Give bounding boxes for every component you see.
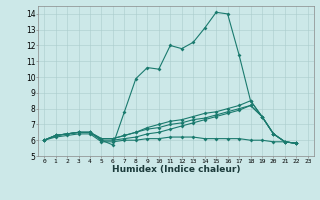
X-axis label: Humidex (Indice chaleur): Humidex (Indice chaleur)	[112, 165, 240, 174]
